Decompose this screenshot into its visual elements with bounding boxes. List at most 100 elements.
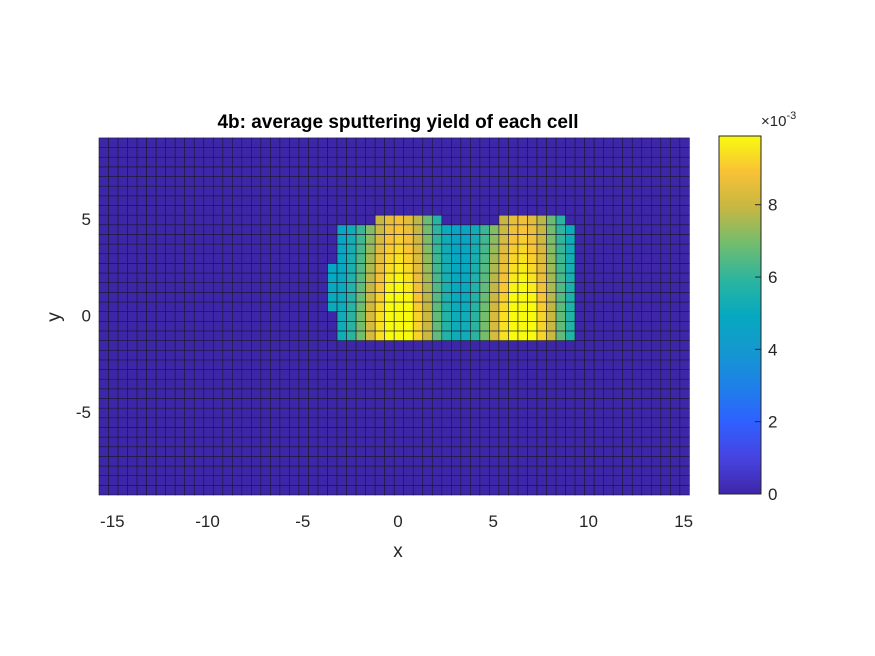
heatmap-cell xyxy=(241,465,252,476)
heatmap-cell xyxy=(470,176,481,187)
heatmap-cell xyxy=(136,147,147,158)
heatmap-cell xyxy=(679,475,690,486)
heatmap-cell xyxy=(365,359,376,370)
heatmap-cell xyxy=(355,436,366,448)
heatmap-cell xyxy=(622,456,633,467)
heatmap-cell xyxy=(384,398,395,409)
heatmap-cell xyxy=(212,301,224,312)
heatmap-cell xyxy=(346,224,357,235)
heatmap-cell xyxy=(631,388,643,399)
heatmap-cell xyxy=(403,137,414,148)
heatmap-cell xyxy=(193,224,205,235)
heatmap-cell xyxy=(403,156,414,168)
heatmap-cell xyxy=(98,378,109,390)
heatmap-cell xyxy=(660,427,671,438)
heatmap-cell xyxy=(679,456,690,467)
heatmap-cell xyxy=(241,147,252,158)
heatmap-cell xyxy=(593,272,604,283)
heatmap-cell xyxy=(603,320,614,332)
heatmap-cell xyxy=(403,185,414,197)
heatmap-cell xyxy=(155,166,166,177)
heatmap-cell xyxy=(489,176,500,187)
heatmap-cell xyxy=(584,485,595,496)
heatmap-cell xyxy=(508,427,519,438)
heatmap-cell xyxy=(546,147,557,158)
heatmap-cell xyxy=(117,137,128,148)
heatmap-cell xyxy=(612,436,624,448)
heatmap-cell xyxy=(670,292,681,303)
heatmap-cell xyxy=(403,224,414,235)
heatmap-cell xyxy=(308,205,319,216)
heatmap-cell xyxy=(251,398,262,409)
heatmap-cell xyxy=(174,311,186,322)
heatmap-cell xyxy=(431,166,443,177)
heatmap-cell xyxy=(660,185,671,197)
heatmap-cell xyxy=(203,156,214,168)
heatmap-cell xyxy=(631,185,643,197)
heatmap-cell xyxy=(336,311,347,322)
heatmap-cell xyxy=(241,388,252,399)
heatmap-cell xyxy=(527,388,538,399)
heatmap-cell xyxy=(422,475,433,486)
heatmap-cell xyxy=(155,147,166,158)
heatmap-cell xyxy=(174,398,186,409)
heatmap-cell xyxy=(279,137,290,148)
heatmap-cell xyxy=(631,243,643,255)
heatmap-cell xyxy=(536,340,547,351)
heatmap-cell xyxy=(441,320,452,332)
heatmap-cell xyxy=(232,417,243,428)
heatmap-cell xyxy=(355,272,366,283)
heatmap-cell xyxy=(165,456,176,467)
heatmap-cell xyxy=(403,340,414,351)
heatmap-cell xyxy=(546,176,557,187)
heatmap-cell xyxy=(650,320,662,332)
heatmap-cell xyxy=(251,243,262,255)
heatmap-cell xyxy=(565,340,576,351)
heatmap-cell xyxy=(346,446,357,457)
heatmap-cell xyxy=(565,214,576,226)
heatmap-cell xyxy=(308,224,319,235)
heatmap-cell xyxy=(127,301,138,312)
heatmap-cell xyxy=(660,369,671,380)
heatmap-cell xyxy=(670,436,681,448)
heatmap-cell xyxy=(212,214,224,226)
heatmap-cell xyxy=(308,214,319,226)
heatmap-cell xyxy=(155,330,166,341)
heatmap-cell xyxy=(146,475,157,486)
heatmap-cell xyxy=(117,378,128,390)
heatmap-cell xyxy=(108,224,119,235)
heatmap-cell xyxy=(641,137,652,148)
heatmap-cell xyxy=(393,330,405,341)
heatmap-cell xyxy=(136,388,147,399)
heatmap-cell xyxy=(412,427,424,438)
heatmap-cell xyxy=(374,485,385,496)
heatmap-cell xyxy=(174,446,186,457)
heatmap-cell xyxy=(146,359,157,370)
heatmap-cell xyxy=(232,176,243,187)
heatmap-cell xyxy=(108,388,119,399)
heatmap-cell xyxy=(422,378,433,390)
heatmap-cell xyxy=(174,263,186,274)
heatmap-cell xyxy=(336,195,347,206)
heatmap-cell xyxy=(279,340,290,351)
heatmap-cell xyxy=(279,311,290,322)
heatmap-cell xyxy=(317,475,328,486)
heatmap-cell xyxy=(603,349,614,361)
heatmap-cell xyxy=(279,176,290,187)
heatmap-cell xyxy=(441,349,452,361)
heatmap-cell xyxy=(384,349,395,361)
heatmap-cell xyxy=(212,243,224,255)
heatmap-cell xyxy=(165,446,176,457)
heatmap-cell xyxy=(289,436,300,448)
heatmap-cell xyxy=(393,417,405,428)
heatmap-cell xyxy=(593,465,604,476)
heatmap-cell xyxy=(574,147,585,158)
heatmap-cell xyxy=(184,369,195,380)
heatmap-cell xyxy=(308,398,319,409)
heatmap-cell xyxy=(565,388,576,399)
heatmap-cell xyxy=(232,349,243,361)
heatmap-cell xyxy=(241,253,252,264)
heatmap-cell xyxy=(212,378,224,390)
heatmap-cell xyxy=(660,272,671,283)
heatmap-cell xyxy=(441,214,452,226)
